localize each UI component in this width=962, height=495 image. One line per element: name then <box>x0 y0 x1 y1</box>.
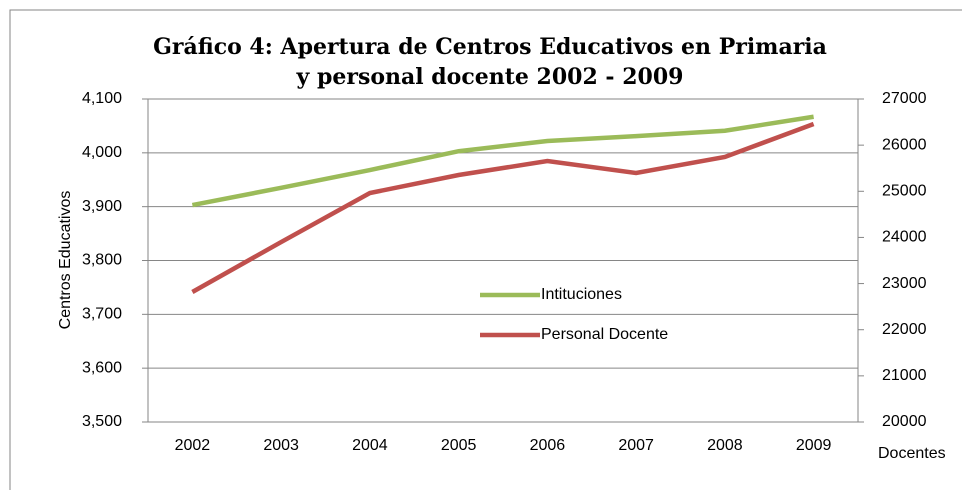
y2-tick-label: 25000 <box>882 183 927 200</box>
y-tick-label: 4,000 <box>82 144 122 161</box>
chart-title: Gráfico 4: Apertura de Centros Educativo… <box>153 34 827 60</box>
y-tick-label: 4,100 <box>82 90 122 107</box>
y-tick-label: 3,500 <box>82 413 122 430</box>
x-tick-label: 2002 <box>175 437 211 454</box>
x-tick-label: 2005 <box>441 437 477 454</box>
y2-tick-label: 24000 <box>882 229 927 246</box>
x-tick-label: 2009 <box>796 437 832 454</box>
y-axis-label: Centros Educativos <box>57 191 74 330</box>
y2-tick-label: 20000 <box>882 413 927 430</box>
x-tick-label: 2008 <box>707 437 743 454</box>
legend-label: Personal Docente <box>541 326 668 343</box>
y2-tick-label: 21000 <box>882 367 927 384</box>
x-tick-label: 2007 <box>618 437 654 454</box>
y2-axis-label: Docentes <box>878 445 946 462</box>
line-series <box>191 114 814 208</box>
y2-tick-label: 23000 <box>882 275 927 292</box>
x-tick-label: 2003 <box>263 437 299 454</box>
y-tick-label: 3,700 <box>82 306 122 323</box>
chart-border <box>9 9 962 495</box>
x-tick-label: 2006 <box>530 437 566 454</box>
y2-tick-label: 22000 <box>882 321 927 338</box>
chart-title: y personal docente 2002 - 2009 <box>296 64 684 90</box>
y-tick-label: 3,900 <box>82 198 122 215</box>
line-series <box>191 121 815 294</box>
x-tick-label: 2004 <box>352 437 388 454</box>
y2-tick-label: 26000 <box>882 136 927 153</box>
y2-tick-label: 27000 <box>882 90 927 107</box>
y-tick-label: 3,800 <box>82 252 122 269</box>
y-tick-label: 3,600 <box>82 359 122 376</box>
legend-label: Intituciones <box>541 286 622 303</box>
